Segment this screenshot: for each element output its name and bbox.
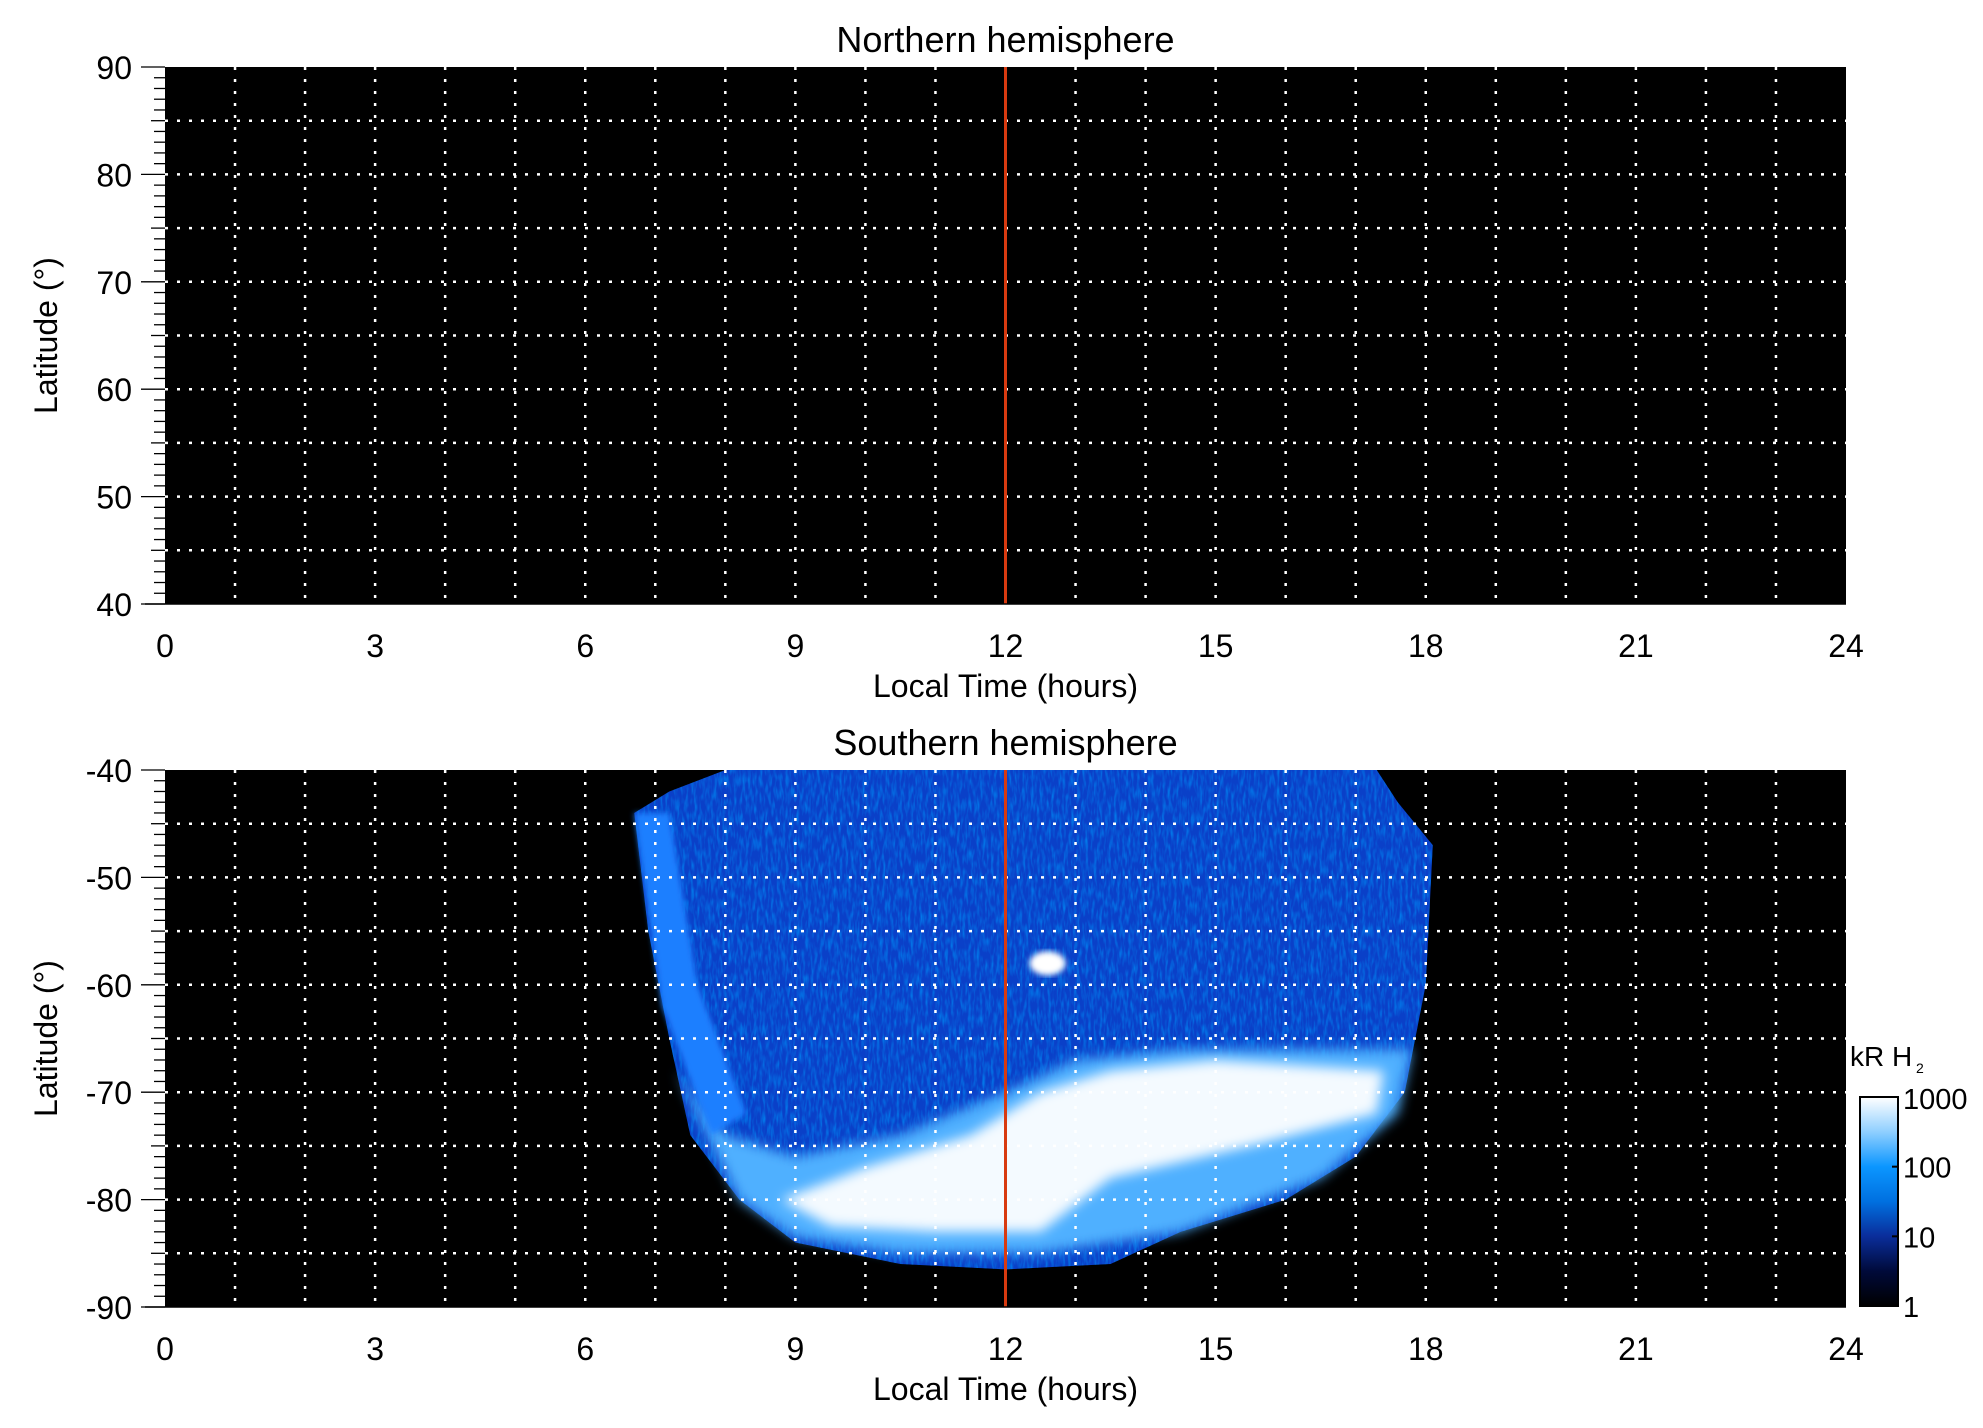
colorbar-tick-label: 10 (1903, 1222, 1935, 1254)
colorbar-tick-label: 100 (1903, 1153, 1951, 1185)
dawn-arc (634, 812, 747, 1136)
x-tick-label: 15 (1198, 1331, 1234, 1367)
x-tick-label: 24 (1828, 1331, 1864, 1367)
x-tick-label: 21 (1618, 628, 1654, 664)
x-tick-label: 3 (366, 628, 384, 664)
colorbar-tick-label: 1 (1903, 1292, 1919, 1324)
x-tick-label: 18 (1408, 628, 1444, 664)
x-tick-label: 6 (576, 1331, 594, 1367)
x-tick-label: 21 (1618, 1331, 1654, 1367)
x-tick-label: 15 (1198, 628, 1234, 664)
x-axis-label: Local Time (hours) (873, 1371, 1138, 1407)
y-tick-label: 70 (96, 265, 132, 301)
x-tick-label: 3 (366, 1331, 384, 1367)
y-tick-label: 60 (96, 372, 132, 408)
panel-northern: 0 3 6 9 12 15 18 21 24 40 50 60 70 80 90 Northern hemis… (28, 19, 1864, 704)
y-tick-label: 40 (96, 587, 132, 623)
x-tick-label: 9 (786, 628, 804, 664)
y-tick-label: 90 (96, 50, 132, 86)
y-tick-label: -50 (86, 860, 132, 896)
auroral-oval-core (781, 1059, 1384, 1232)
y-axis-label: Latitude (°) (28, 960, 64, 1117)
y-tick-label: -90 (86, 1290, 132, 1326)
x-tick-label: 0 (156, 1331, 174, 1367)
x-tick-label: 0 (156, 628, 174, 664)
colorbar-gradient (1859, 1096, 1899, 1307)
y-tick-label: -60 (86, 968, 132, 1004)
y-tick-label: 50 (96, 480, 132, 516)
x-tick-label: 9 (786, 1331, 804, 1367)
y-tick-label: -40 (86, 753, 132, 789)
panel-title: Southern hemisphere (833, 722, 1177, 763)
y-tick-label: 80 (96, 157, 132, 193)
x-tick-label: 24 (1828, 628, 1864, 664)
y-tick-label: -80 (86, 1183, 132, 1219)
panel-southern: 0 3 6 9 12 15 18 21 24 -90 -80 -70 -60 -50 -40 Southern… (28, 722, 1864, 1407)
x-tick-label: 18 (1408, 1331, 1444, 1367)
x-axis-label: Local Time (hours) (873, 668, 1138, 704)
y-axis-label: Latitude (°) (28, 257, 64, 414)
x-tick-label: 12 (988, 1331, 1024, 1367)
y-tick-label: -70 (86, 1075, 132, 1111)
bright-spot (1029, 951, 1066, 976)
x-tick-label: 6 (576, 628, 594, 664)
colorbar-tick-label: 1000 (1903, 1084, 1968, 1116)
colorbar-label: kR H (1850, 1041, 1912, 1072)
colorbar-label-subscript: 2 (1916, 1060, 1924, 1076)
x-tick-label: 12 (988, 628, 1024, 664)
panel-title: Northern hemisphere (836, 19, 1174, 60)
